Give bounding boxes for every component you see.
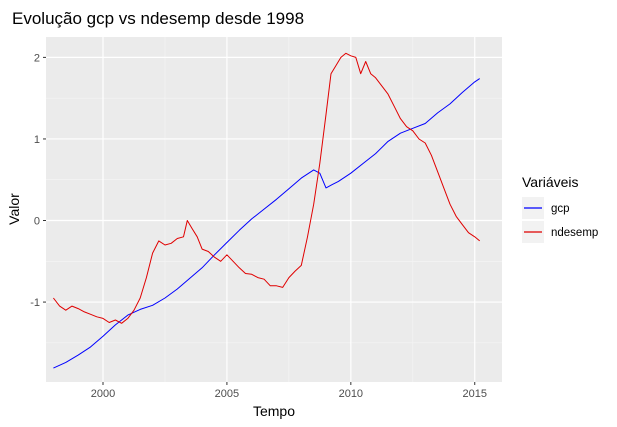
legend: Variáveis gcp ndesemp xyxy=(522,174,598,243)
y-tick-label: 1 xyxy=(34,134,40,146)
series-line-ndesemp xyxy=(53,52,481,324)
legend-label-gcp: gcp xyxy=(551,203,570,215)
x-tick-label: 2000 xyxy=(91,388,115,400)
x-axis: 2000 2005 2010 2015 xyxy=(91,382,487,400)
y-tick-label: 2 xyxy=(34,52,40,64)
y-axis: -1 0 1 2 xyxy=(30,52,46,309)
plot-panel xyxy=(46,37,502,382)
legend-title: Variáveis xyxy=(522,174,579,190)
x-axis-title: Tempo xyxy=(253,403,295,419)
x-tick-label: 2015 xyxy=(462,388,486,400)
y-tick-label: 0 xyxy=(34,216,40,228)
legend-label-ndesemp: ndesemp xyxy=(551,227,598,239)
legend-items: gcp ndesemp xyxy=(522,197,598,243)
y-axis-title: Valor xyxy=(6,193,22,225)
x-tick-label: 2010 xyxy=(339,388,363,400)
y-tick-label: -1 xyxy=(30,297,40,309)
major-grid xyxy=(46,37,502,382)
x-tick-label: 2005 xyxy=(215,388,239,400)
series-layer xyxy=(53,52,481,369)
minor-grid xyxy=(46,37,502,382)
chart-title: Evolução gcp vs ndesemp desde 1998 xyxy=(12,9,304,28)
